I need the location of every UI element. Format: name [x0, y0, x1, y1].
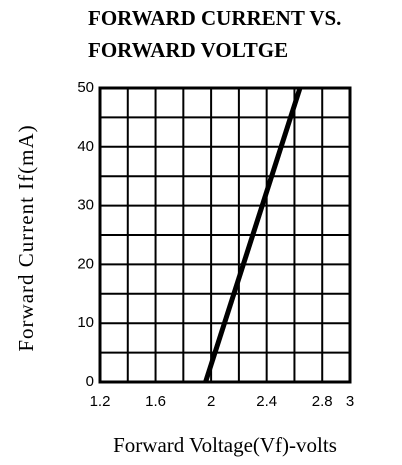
y-tick-label: 50	[77, 79, 94, 96]
y-tick-label: 10	[77, 314, 94, 331]
x-tick-label: 3	[346, 393, 354, 410]
y-axis-label: Forward Current If(mA)	[14, 124, 38, 351]
chart-title: FORWARD CURRENT VS.	[88, 6, 341, 30]
plot-frame	[98, 86, 352, 384]
x-tick-label: 1.2	[90, 393, 111, 410]
y-tick-label: 30	[77, 197, 94, 214]
chart-title: FORWARD VOLTGE	[88, 38, 288, 62]
y-tick-label: 20	[77, 255, 94, 272]
x-axis-label: Forward Voltage(Vf)-volts	[113, 433, 337, 457]
y-tick-label: 40	[77, 138, 94, 155]
x-tick-label: 2	[207, 393, 215, 410]
x-tick-label: 2.8	[312, 393, 333, 410]
data-line	[203, 87, 303, 383]
x-tick-label: 1.6	[145, 393, 166, 410]
x-tick-label: 2.4	[256, 393, 277, 410]
y-tick-label: 0	[86, 373, 94, 390]
